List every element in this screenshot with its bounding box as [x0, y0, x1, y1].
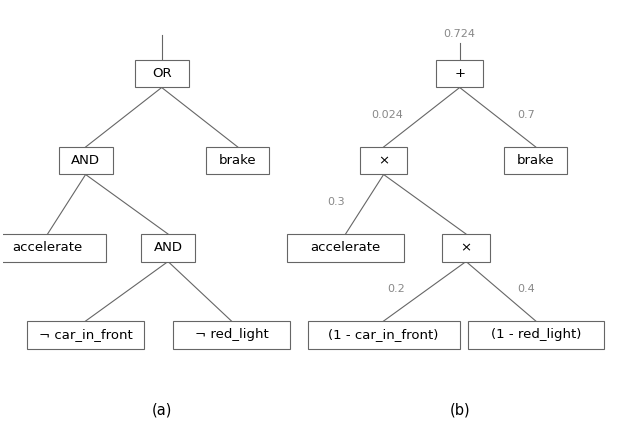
FancyBboxPatch shape — [442, 234, 490, 262]
Text: accelerate: accelerate — [12, 241, 83, 254]
Text: AND: AND — [71, 154, 100, 167]
FancyBboxPatch shape — [135, 60, 189, 88]
Text: ×: × — [378, 154, 389, 167]
Text: 0.7: 0.7 — [517, 110, 535, 120]
FancyBboxPatch shape — [173, 321, 290, 348]
FancyBboxPatch shape — [206, 147, 269, 174]
Text: 0.024: 0.024 — [371, 110, 403, 120]
FancyBboxPatch shape — [27, 321, 144, 348]
Text: (b): (b) — [449, 403, 470, 418]
FancyBboxPatch shape — [504, 147, 568, 174]
Text: brake: brake — [517, 154, 555, 167]
FancyBboxPatch shape — [59, 147, 113, 174]
Text: (a): (a) — [152, 403, 172, 418]
Text: (1 - red_light): (1 - red_light) — [491, 328, 581, 341]
FancyBboxPatch shape — [0, 234, 106, 262]
FancyBboxPatch shape — [468, 321, 604, 348]
Text: 0.724: 0.724 — [444, 29, 476, 39]
Text: AND: AND — [154, 241, 182, 254]
FancyBboxPatch shape — [141, 234, 195, 262]
Text: accelerate: accelerate — [310, 241, 381, 254]
Text: 0.3: 0.3 — [327, 197, 345, 207]
FancyBboxPatch shape — [287, 234, 404, 262]
Text: (1 - car_in_front): (1 - car_in_front) — [328, 328, 439, 341]
Text: ×: × — [460, 241, 472, 254]
Text: +: + — [454, 67, 465, 80]
Text: OR: OR — [152, 67, 172, 80]
Text: ¬ red_light: ¬ red_light — [195, 328, 268, 341]
FancyBboxPatch shape — [360, 147, 408, 174]
Text: brake: brake — [219, 154, 257, 167]
Text: 0.2: 0.2 — [387, 284, 405, 294]
FancyBboxPatch shape — [308, 321, 460, 348]
FancyBboxPatch shape — [436, 60, 483, 88]
Text: 0.4: 0.4 — [517, 284, 535, 294]
Text: ¬ car_in_front: ¬ car_in_front — [39, 328, 132, 341]
